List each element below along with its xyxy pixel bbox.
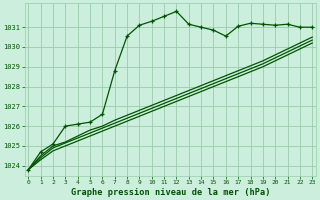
X-axis label: Graphe pression niveau de la mer (hPa): Graphe pression niveau de la mer (hPa) [70,188,270,197]
